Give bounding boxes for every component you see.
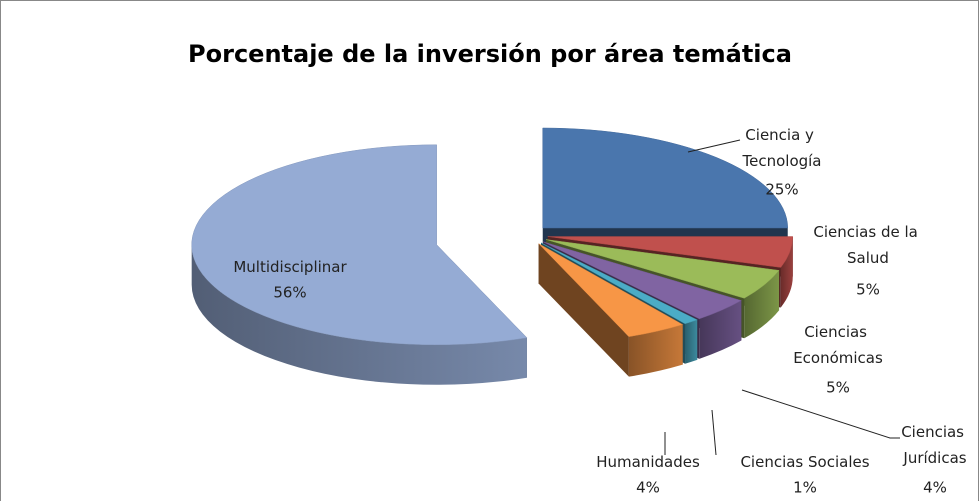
label-line: Jurídicas [902, 449, 966, 467]
slice-side [538, 243, 629, 377]
slice-wall [628, 324, 683, 377]
label-line: Multidisciplinar [233, 258, 347, 276]
category-label: Multidisciplinar [233, 258, 347, 276]
label-line: Económicas [793, 349, 883, 367]
label-line: Tecnología [742, 152, 822, 170]
label-line: Ciencias de la [813, 223, 922, 241]
slice-wall [780, 236, 793, 308]
leader-line [711, 409, 717, 456]
slice-wall [191, 244, 527, 385]
category-label: Ciencia y Tecnología [742, 126, 822, 170]
pie-slice [543, 241, 742, 320]
category-label: Humanidades [596, 453, 700, 471]
label-line: Ciencias Sociales [740, 453, 869, 471]
value-label: 5% [826, 379, 850, 397]
label-line: Ciencias [901, 423, 969, 441]
value-label: 5% [856, 281, 880, 299]
pie-slice [538, 243, 684, 337]
pie-slice [540, 242, 698, 324]
pie-slice [545, 239, 780, 299]
chart-title: Porcentaje de la inversión por área temá… [188, 40, 792, 68]
category-label: Ciencias de la Salud [813, 223, 922, 267]
category-label: Ciencias Económicas [793, 323, 883, 367]
category-label: Ciencias Sociales [740, 453, 869, 471]
label-line: Salud [847, 249, 889, 267]
value-label: 56% [273, 284, 306, 302]
value-label: 4% [636, 479, 660, 497]
slice-wall [744, 270, 780, 339]
label-line: Ciencias [804, 323, 872, 341]
leader-line [741, 389, 900, 439]
value-label: 25% [765, 181, 798, 199]
leader-line [687, 139, 741, 153]
category-label: Ciencias Jurídicas [901, 423, 969, 467]
pie-slice [547, 236, 794, 268]
value-label: 1% [793, 479, 817, 497]
label-line: Ciencia y [745, 126, 818, 144]
value-label: 4% [923, 479, 947, 497]
pie-slice [191, 144, 528, 346]
label-line: Humanidades [596, 453, 700, 471]
slice-wall [685, 319, 698, 364]
pie-slice [542, 127, 788, 229]
